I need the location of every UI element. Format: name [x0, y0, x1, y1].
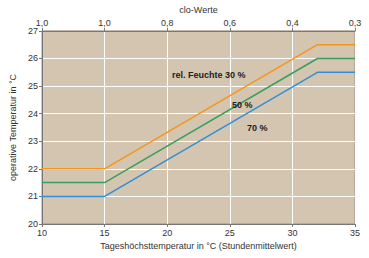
svg-text:20: 20: [28, 219, 38, 229]
svg-text:22: 22: [28, 164, 38, 174]
svg-text:0,8: 0,8: [161, 18, 174, 28]
svg-text:rel. Feuchte 30 %: rel. Feuchte 30 %: [172, 70, 246, 80]
svg-text:10: 10: [37, 228, 47, 238]
svg-text:0,6: 0,6: [224, 18, 237, 28]
svg-text:clo-Werte: clo-Werte: [179, 5, 217, 15]
svg-text:30: 30: [287, 228, 297, 238]
svg-text:25: 25: [225, 228, 235, 238]
svg-text:0,3: 0,3: [349, 18, 362, 28]
svg-text:50 %: 50 %: [232, 100, 253, 110]
svg-text:20: 20: [162, 228, 172, 238]
svg-text:27: 27: [28, 25, 38, 36]
svg-text:0,4: 0,4: [286, 18, 299, 28]
svg-text:15: 15: [100, 228, 110, 238]
svg-text:24: 24: [28, 109, 38, 119]
svg-text:26: 26: [28, 53, 38, 63]
svg-text:21: 21: [28, 191, 38, 201]
svg-text:25: 25: [28, 81, 38, 91]
svg-text:1,0: 1,0: [36, 18, 49, 28]
svg-text:35: 35: [350, 228, 360, 238]
svg-text:23: 23: [28, 136, 38, 146]
svg-text:Tageshöchsttemperatur in °C (S: Tageshöchsttemperatur in °C (Stundenmitt…: [100, 241, 297, 251]
svg-text:operative Temperatur in °C: operative Temperatur in °C: [8, 73, 18, 180]
svg-text:1,0: 1,0: [98, 18, 111, 28]
svg-text:70 %: 70 %: [247, 123, 268, 133]
